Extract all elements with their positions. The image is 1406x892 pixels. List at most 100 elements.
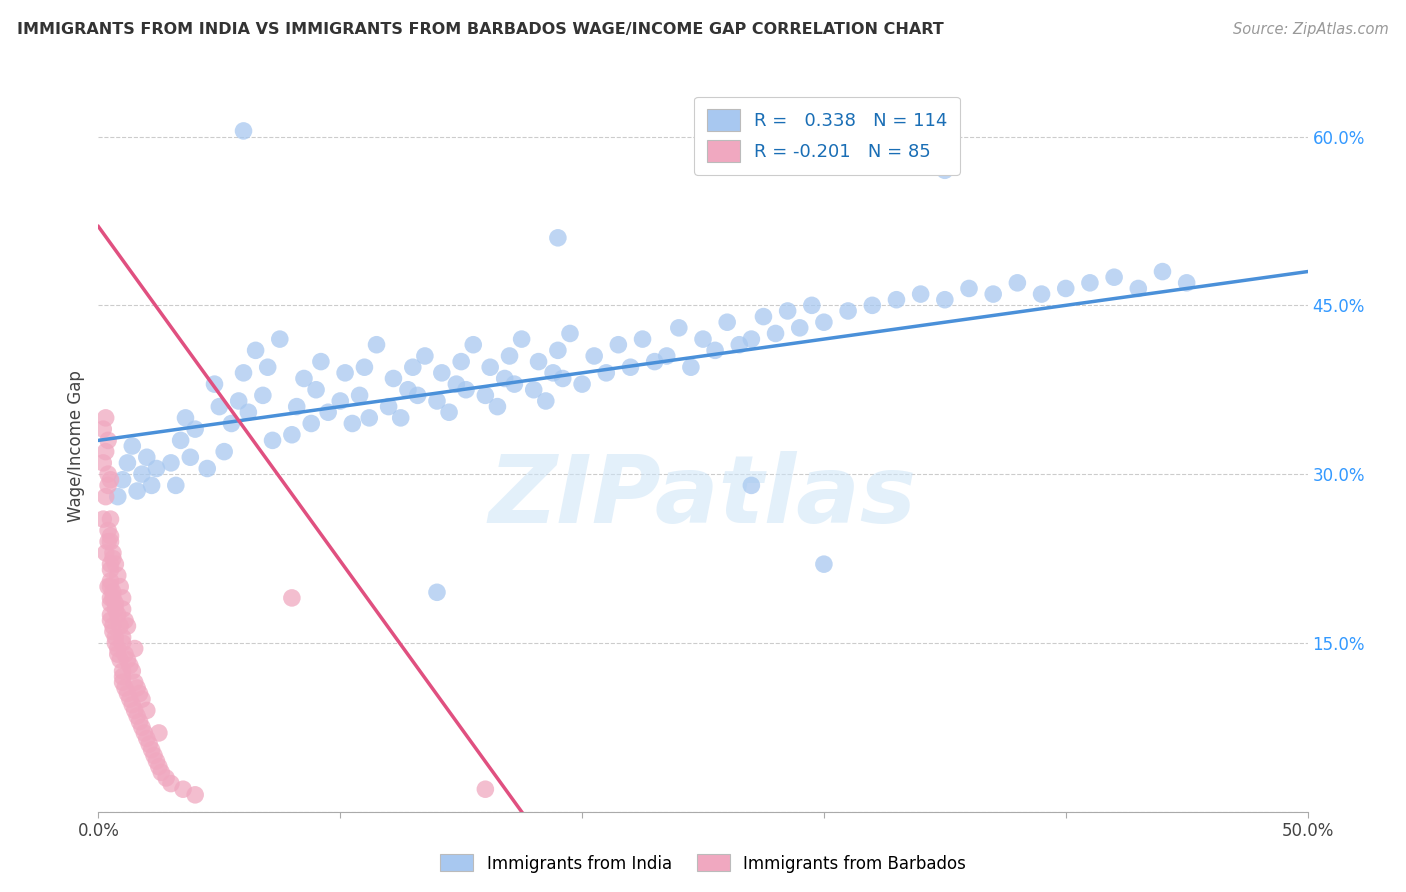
Point <box>305 383 328 397</box>
Point <box>114 681 136 695</box>
Legend: R =   0.338   N = 114, R = -0.201   N = 85: R = 0.338 N = 114, R = -0.201 N = 85 <box>695 96 960 175</box>
Point <box>111 636 134 650</box>
Point <box>426 585 449 599</box>
Point <box>957 281 980 295</box>
Point <box>104 557 127 571</box>
Point <box>101 591 124 605</box>
Point <box>101 546 124 560</box>
Point <box>740 332 762 346</box>
Point <box>547 343 569 358</box>
Point <box>285 400 308 414</box>
Point <box>262 434 284 448</box>
Point <box>134 726 156 740</box>
Point <box>107 641 129 656</box>
Point <box>232 124 254 138</box>
Point <box>100 512 122 526</box>
Point <box>100 473 122 487</box>
Point <box>571 377 593 392</box>
Point <box>413 349 436 363</box>
Point <box>100 534 122 549</box>
Point <box>406 388 429 402</box>
Point <box>342 417 364 431</box>
Point <box>94 444 117 458</box>
Point <box>655 349 678 363</box>
Point <box>281 427 304 442</box>
Point <box>430 366 453 380</box>
Point <box>644 354 666 368</box>
Point <box>104 602 127 616</box>
Point <box>107 568 129 582</box>
Point <box>494 371 516 385</box>
Point <box>776 304 799 318</box>
Point <box>172 782 194 797</box>
Point <box>668 321 690 335</box>
Point <box>145 461 167 475</box>
Point <box>143 748 166 763</box>
Point <box>1102 270 1125 285</box>
Point <box>934 163 956 178</box>
Point <box>121 664 143 678</box>
Point <box>104 630 127 644</box>
Point <box>94 410 117 425</box>
Point <box>101 585 124 599</box>
Point <box>299 417 322 431</box>
Point <box>100 607 122 622</box>
Point <box>359 410 381 425</box>
Point <box>108 653 131 667</box>
Point <box>292 371 315 385</box>
Point <box>503 377 526 392</box>
Point <box>114 614 136 628</box>
Point <box>124 703 146 717</box>
Point <box>479 360 502 375</box>
Point <box>1031 287 1053 301</box>
Point <box>111 473 134 487</box>
Point <box>1175 276 1198 290</box>
Point <box>101 551 124 566</box>
Point <box>165 478 187 492</box>
Point <box>121 698 143 712</box>
Point <box>124 675 146 690</box>
Point <box>117 619 139 633</box>
Point <box>94 490 117 504</box>
Point <box>228 394 250 409</box>
Point <box>245 343 267 358</box>
Point <box>107 490 129 504</box>
Point <box>131 467 153 482</box>
Point <box>221 417 243 431</box>
Point <box>97 478 120 492</box>
Point <box>131 720 153 734</box>
Point <box>138 737 160 751</box>
Point <box>463 337 485 351</box>
Point <box>595 366 617 380</box>
Point <box>523 383 546 397</box>
Point <box>111 670 134 684</box>
Point <box>396 383 419 397</box>
Point <box>141 743 163 757</box>
Point <box>583 349 606 363</box>
Point <box>551 371 574 385</box>
Point <box>389 410 412 425</box>
Point <box>100 580 122 594</box>
Point <box>333 366 356 380</box>
Point <box>117 653 139 667</box>
Point <box>128 714 150 729</box>
Point <box>474 388 496 402</box>
Point <box>127 483 149 498</box>
Point <box>100 614 122 628</box>
Point <box>281 591 304 605</box>
Point <box>377 400 399 414</box>
Text: ZIPatlas: ZIPatlas <box>489 451 917 543</box>
Point <box>101 624 124 639</box>
Text: IMMIGRANTS FROM INDIA VS IMMIGRANTS FROM BARBADOS WAGE/INCOME GAP CORRELATION CH: IMMIGRANTS FROM INDIA VS IMMIGRANTS FROM… <box>17 22 943 37</box>
Point <box>837 304 859 318</box>
Point <box>527 354 550 368</box>
Point <box>1007 276 1029 290</box>
Point <box>813 557 835 571</box>
Point <box>886 293 908 307</box>
Point <box>100 563 122 577</box>
Point <box>498 349 520 363</box>
Point <box>184 422 207 436</box>
Point <box>91 456 114 470</box>
Point <box>127 709 149 723</box>
Point <box>97 580 120 594</box>
